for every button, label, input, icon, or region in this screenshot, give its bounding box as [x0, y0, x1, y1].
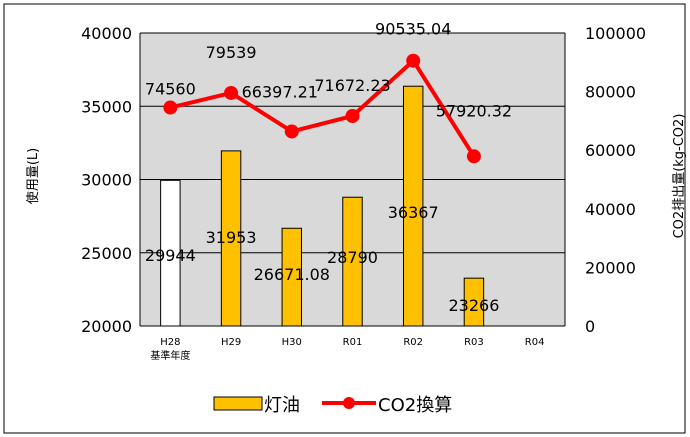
kerosene-data-label: 36367: [388, 203, 439, 222]
kerosene-data-label: 23266: [448, 296, 499, 315]
x-tick-label: H28: [160, 337, 180, 348]
x-tick-sublabel: 基準年度: [150, 349, 190, 362]
y2-tick-label: 40000: [585, 200, 636, 219]
co2-data-label: 57920.32: [436, 101, 512, 120]
co2-point-r03: [466, 149, 481, 164]
legend: 灯油 CO2換算: [213, 395, 452, 416]
y2-tick-label: 20000: [585, 258, 636, 277]
co2-point-r02: [406, 53, 421, 68]
bar-r03: [463, 277, 485, 327]
y2-axis-title: CO2排出量(kg-CO2): [672, 114, 687, 239]
y-tick-label: 40000: [81, 24, 132, 43]
kerosene-data-label: 29944: [145, 246, 196, 265]
co2-point-h28: [163, 100, 178, 115]
co2-line: [169, 58, 476, 158]
kerosene-data-label: 31953: [206, 228, 257, 247]
x-tick-label: R03: [464, 337, 484, 348]
y-axis-title: 使用量(L): [25, 148, 41, 204]
co2-point-h29: [224, 85, 239, 100]
co2-data-label: 79539: [206, 43, 257, 62]
bar-h30: [281, 227, 303, 327]
y-tick-label: 30000: [81, 171, 132, 190]
co2-data-label: 90535.04: [375, 20, 451, 39]
x-tick-label: R04: [525, 337, 545, 348]
legend-label-co2: CO2換算: [378, 395, 452, 416]
y-tick-label: 35000: [81, 97, 132, 116]
y2-tick-label: 100000: [585, 24, 646, 43]
x-tick-label: R02: [403, 337, 423, 348]
x-tick-label: H30: [282, 337, 302, 348]
x-tick-label: R01: [343, 337, 363, 348]
legend-label-kerosene: 灯油: [264, 395, 300, 416]
co2-point-r01: [345, 109, 360, 124]
x-tick-label: H29: [221, 337, 241, 348]
legend-swatch-kerosene: [213, 396, 263, 411]
y-tick-label: 25000: [81, 244, 132, 263]
y2-tick-label: 60000: [585, 141, 636, 160]
co2-data-label: 74560: [145, 80, 196, 99]
y-tick-label: 20000: [81, 317, 132, 336]
bar-r02: [403, 85, 424, 327]
legend-marker-co2: [343, 397, 355, 409]
y2-tick-label: 80000: [585, 83, 636, 102]
bar-r01: [342, 196, 363, 327]
co2-data-label: 71672.23: [314, 76, 390, 95]
co2-data-label: 66397.21: [242, 82, 318, 101]
y2-tick-label: 0: [585, 317, 595, 336]
kerosene-data-label: 26671.08: [254, 265, 330, 284]
bar-h28: [160, 179, 181, 327]
co2-point-h30: [284, 124, 299, 139]
bar-h29: [220, 150, 242, 327]
kerosene-data-label: 28790: [327, 248, 378, 267]
